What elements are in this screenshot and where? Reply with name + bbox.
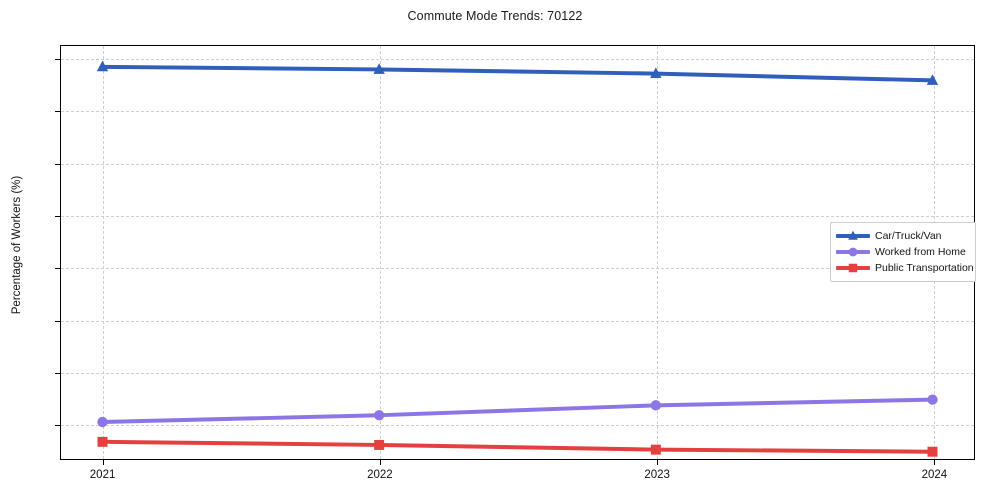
gridline-vertical [102,46,104,459]
x-tick-mark [934,459,936,465]
data-point-marker [373,410,385,421]
legend-label: Worked from Home [875,246,966,258]
x-tick-mark [102,459,104,465]
legend-item-3[interactable]: Public Transportation [836,260,974,276]
data-point-marker [97,436,108,447]
legend-swatch-square-icon [836,260,870,276]
y-tick-mark [55,320,61,322]
series-3 [97,436,938,457]
y-tick-mark [55,373,61,375]
data-point-marker [96,60,109,72]
legend-swatch-triangle-icon [836,228,870,244]
data-point-marker [374,439,385,450]
data-point-marker [650,444,661,455]
x-tick-label: 2021 [89,469,116,481]
gridline-horizontal [61,320,974,322]
series-line [100,397,935,425]
plot-area: 10%20%30%40%50%60%70%80% 202120222023202… [55,45,975,481]
data-point-marker [927,394,938,405]
chart-legend: Car/Truck/Van Worked from Home Public Tran… [830,222,976,282]
gridline-horizontal [61,163,974,165]
series-2 [97,394,938,428]
gridline-horizontal [61,59,974,61]
data-point-marker [650,67,662,79]
legend-label: Public Transportation [875,262,974,274]
y-axis-title-text: Percentage of Workers (%) [11,175,24,315]
chart-title: Commute Mode Trends: 70122 [407,9,583,23]
x-tick-label: 2024 [921,469,948,481]
series-line [100,64,935,83]
legend-item-2[interactable]: Worked from Home [836,244,969,260]
gridline-horizontal [61,111,974,113]
data-point-marker [926,74,939,85]
y-tick-mark [55,268,61,270]
gridline-horizontal [61,373,974,375]
y-tick-mark [55,111,61,113]
x-tick-mark [657,459,659,465]
legend-item-1[interactable]: Car/Truck/Van [836,228,969,244]
gridline-horizontal [61,425,974,427]
series-layer [96,60,939,457]
legend-label: Car/Truck/Van [875,230,942,242]
legend-swatch-circle-icon [836,244,870,260]
y-tick-mark [55,59,61,61]
y-tick-mark [55,425,61,427]
gridline-horizontal [61,216,974,218]
x-tick-label: 2022 [367,469,393,481]
y-tick-mark [55,163,61,165]
x-tick-mark [379,459,381,465]
gridline-horizontal [61,268,974,270]
series-line [100,439,935,454]
y-axis-title: Percentage of Workers (%) [8,0,26,490]
series-1 [96,60,939,85]
data-point-marker [373,63,385,74]
data-point-marker [927,446,938,457]
gridline-vertical [379,46,381,459]
data-point-marker [97,416,108,428]
x-tick-label: 2023 [644,469,670,481]
gridline-vertical [657,46,659,459]
data-point-marker [650,400,662,411]
y-tick-mark [55,216,61,218]
